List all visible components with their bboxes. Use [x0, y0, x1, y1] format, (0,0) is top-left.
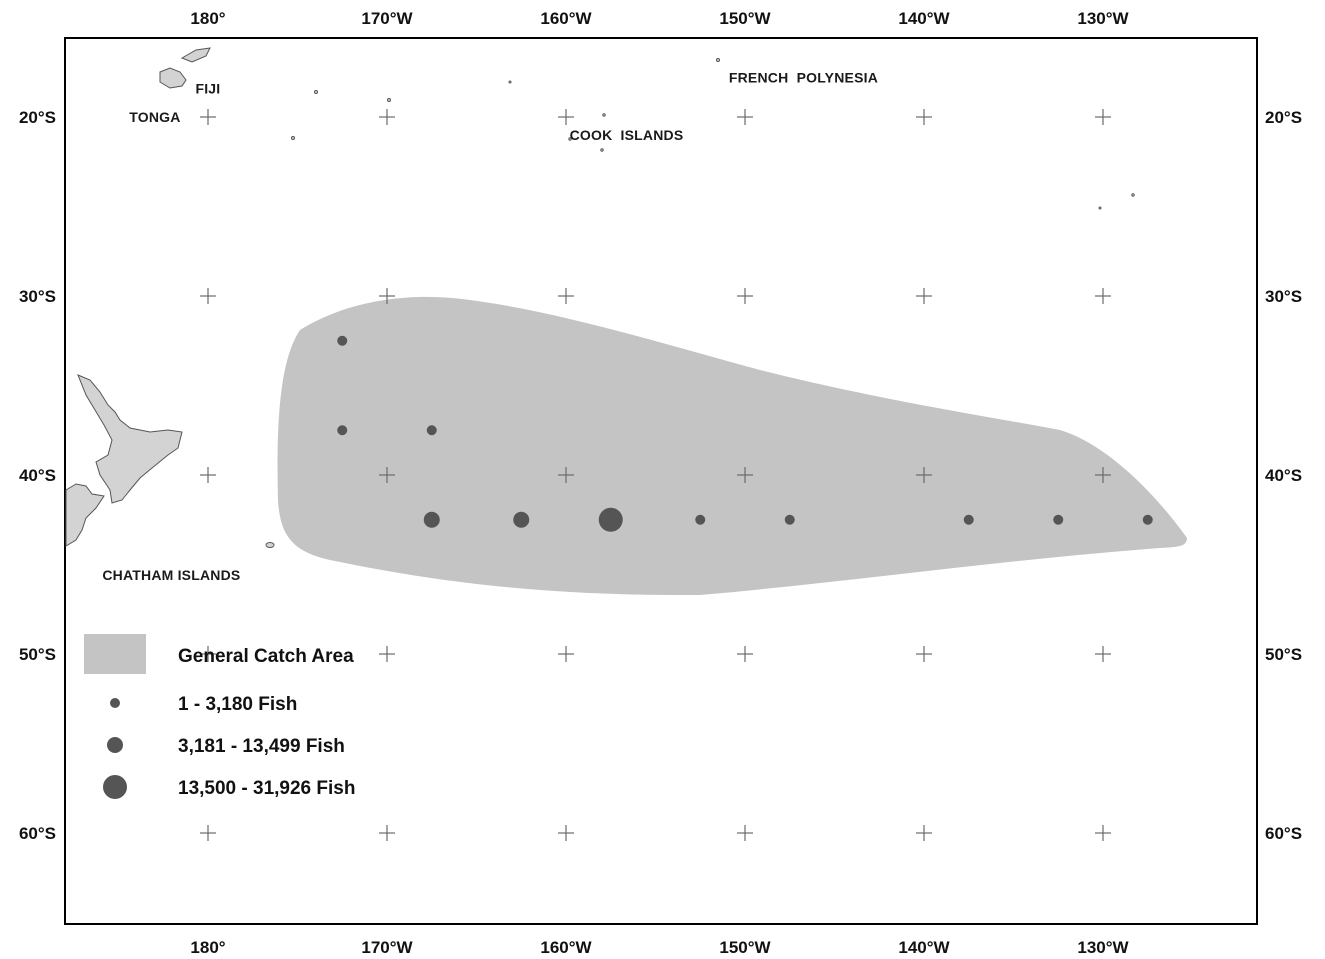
catch-marker [423, 511, 440, 528]
grid-cross-160-w-40-s [558, 467, 574, 483]
lon-label-top: 150°W [719, 9, 771, 28]
grid-cross-140-w-60-s [916, 825, 932, 841]
grid-cross-140-w-20-s [916, 109, 932, 125]
grid-cross-160-w-20-s [558, 109, 574, 125]
grid-cross-180-50-s [200, 646, 216, 662]
grid-cross-130-w-50-s [1095, 646, 1111, 662]
lat-label-left: 60°S [19, 824, 56, 843]
grid-cross-150-w-20-s [737, 109, 753, 125]
legend-small-label: 1 - 3,180 Fish [178, 694, 297, 715]
grid-cross-130-w-60-s [1095, 825, 1111, 841]
legend-marker-large [103, 775, 127, 799]
lon-label-top: 160°W [540, 9, 592, 28]
legend-marker-small [110, 698, 120, 708]
grid-cross-180-60-s [200, 825, 216, 841]
lon-label-top: 170°W [361, 9, 413, 28]
lat-label-left: 40°S [19, 466, 56, 485]
lon-label-bottom: 180° [190, 938, 225, 957]
general-catch-area [277, 296, 1187, 596]
islet-1 [387, 98, 391, 102]
catch-marker [1053, 514, 1064, 525]
lat-label-right: 30°S [1265, 287, 1302, 306]
catch-marker [598, 507, 623, 532]
place-label-chatham-islands: CHATHAM ISLANDS [102, 567, 240, 583]
lat-label-right: 20°S [1265, 108, 1302, 127]
legend-area-swatch [84, 634, 146, 674]
lon-label-bottom: 150°W [719, 938, 771, 957]
fiji-island-2 [180, 47, 211, 63]
lat-label-right: 60°S [1265, 824, 1302, 843]
catch-marker [1142, 514, 1153, 525]
grid-cross-130-w-20-s [1095, 109, 1111, 125]
grid-cross-130-w-30-s [1095, 288, 1111, 304]
grid-cross-170-w-60-s [379, 825, 395, 841]
place-label-french-polynesia: FRENCH POLYNESIA [729, 70, 878, 86]
lon-label-bottom: 170°W [361, 938, 413, 957]
lon-label-bottom: 160°W [540, 938, 592, 957]
grid-cross-140-w-30-s [916, 288, 932, 304]
grid-cross-140-w-40-s [916, 467, 932, 483]
lon-label-top: 130°W [1077, 9, 1129, 28]
lat-label-left: 20°S [19, 108, 56, 127]
legend-medium-label: 3,181 - 13,499 Fish [178, 736, 345, 757]
new-zealand-south-island [65, 483, 105, 547]
tonga-island-2 [291, 136, 295, 140]
islet-5 [716, 58, 720, 62]
grid-cross-150-w-60-s [737, 825, 753, 841]
place-labels: FIJI TONGA COOK ISLANDS FRENCH POLYNESIA CHA… [102, 70, 878, 584]
legend-large-label: 13,500 - 31,926 Fish [178, 778, 355, 799]
grid-cross-150-w-30-s [737, 288, 753, 304]
new-zealand-north-island [77, 374, 183, 504]
lat-label-left: 30°S [19, 287, 56, 306]
place-label-cook-islands: COOK ISLANDS [570, 127, 684, 143]
chatham-island [265, 542, 275, 548]
axis-labels: 180° 180° 170°W 170°W 160°W 160°W 150°W 150°W 14… [19, 9, 1302, 957]
islet-3 [568, 137, 572, 141]
grid-cross-180-30-s [200, 288, 216, 304]
islet-7 [1131, 193, 1135, 197]
grid-cross-180-40-s [200, 467, 216, 483]
catch-marker [695, 514, 706, 525]
lat-label-right: 50°S [1265, 645, 1302, 664]
islet-8 [1098, 206, 1102, 210]
islet-4 [600, 148, 604, 152]
catch-markers [337, 335, 1153, 532]
legend-marker-medium [107, 737, 123, 753]
fiji-island-1 [159, 67, 187, 89]
islet-2 [602, 113, 606, 117]
place-label-tonga: TONGA [129, 109, 180, 125]
grid-cross-160-w-30-s [558, 288, 574, 304]
legend: General Catch Area 1 - 3,180 Fish 3,181 … [84, 634, 355, 799]
lon-label-bottom: 140°W [898, 938, 950, 957]
lon-label-top: 140°W [898, 9, 950, 28]
lat-label-right: 40°S [1265, 466, 1302, 485]
place-label-fiji: FIJI [195, 80, 220, 96]
grid-cross-160-w-50-s [558, 646, 574, 662]
grid-cross-160-w-60-s [558, 825, 574, 841]
grid-cross-170-w-20-s [379, 109, 395, 125]
catch-marker [963, 514, 974, 525]
grid-cross-170-w-40-s [379, 467, 395, 483]
grid-cross-170-w-30-s [379, 288, 395, 304]
grid-cross-140-w-50-s [916, 646, 932, 662]
graticule [200, 109, 1111, 841]
catch-marker [337, 335, 348, 346]
grid-cross-130-w-40-s [1095, 467, 1111, 483]
catch-marker [426, 425, 437, 436]
lon-label-bottom: 130°W [1077, 938, 1129, 957]
lon-label-top: 180° [190, 9, 225, 28]
catch-marker [513, 511, 530, 528]
tonga-island [314, 90, 318, 94]
catch-marker [784, 514, 795, 525]
lat-label-left: 50°S [19, 645, 56, 664]
land-masses [65, 47, 1135, 548]
grid-cross-170-w-50-s [379, 646, 395, 662]
legend-area-label: General Catch Area [178, 646, 354, 667]
grid-cross-150-w-40-s [737, 467, 753, 483]
islet-6 [508, 80, 512, 84]
catch-marker [337, 425, 348, 436]
grid-cross-150-w-50-s [737, 646, 753, 662]
grid-cross-180-20-s [200, 109, 216, 125]
